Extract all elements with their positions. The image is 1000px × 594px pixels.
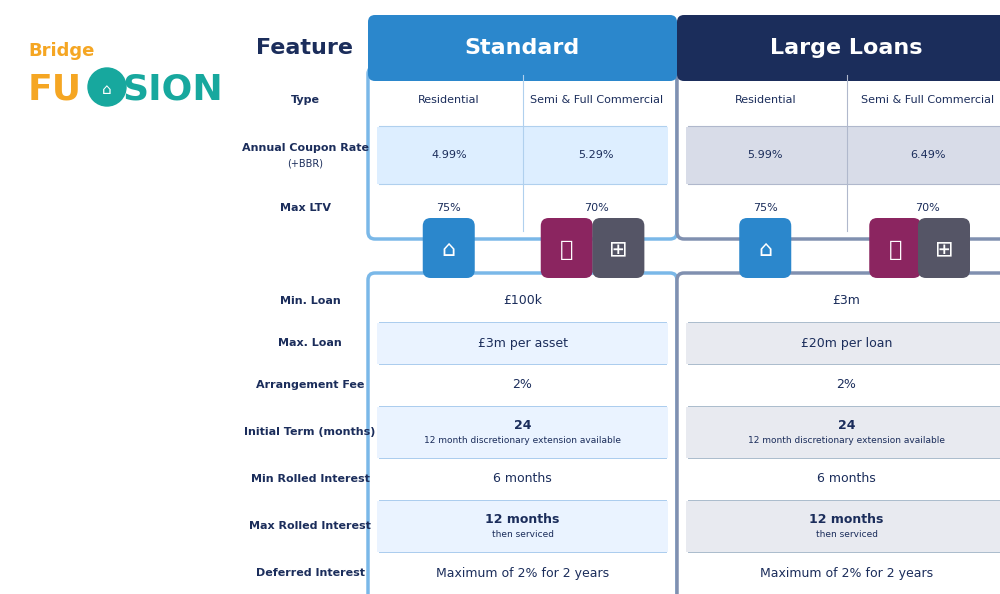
Bar	[377, 459, 668, 500]
Text: 12 months: 12 months	[485, 513, 560, 526]
FancyBboxPatch shape	[368, 15, 677, 81]
Text: Semi & Full Commercial: Semi & Full Commercial	[861, 95, 994, 105]
Text: 2%: 2%	[513, 378, 532, 391]
Text: 70%: 70%	[915, 203, 940, 213]
Text: £100k: £100k	[503, 295, 542, 308]
Bar	[377, 75, 668, 126]
Bar	[686, 281, 1000, 322]
Bar	[377, 127, 668, 184]
Text: 6 months: 6 months	[817, 472, 876, 485]
Text: £3m per asset: £3m per asset	[478, 336, 568, 349]
FancyBboxPatch shape	[368, 273, 677, 594]
Text: 70%: 70%	[584, 203, 609, 213]
Text: 2%: 2%	[837, 378, 856, 391]
Text: 12 months: 12 months	[809, 513, 884, 526]
Text: Feature: Feature	[256, 38, 354, 58]
Text: 5.29%: 5.29%	[578, 150, 614, 160]
Bar	[686, 127, 1000, 184]
Text: 6 months: 6 months	[493, 472, 552, 485]
Text: FU: FU	[28, 72, 82, 106]
Text: Min. Loan: Min. Loan	[280, 296, 340, 306]
Text: 24: 24	[514, 419, 531, 432]
FancyBboxPatch shape	[869, 218, 921, 278]
Text: Maximum of 2% for 2 years: Maximum of 2% for 2 years	[436, 567, 609, 580]
Bar	[686, 459, 1000, 500]
Text: 4.99%: 4.99%	[431, 150, 467, 160]
FancyBboxPatch shape	[677, 15, 1000, 81]
Text: ⌂: ⌂	[102, 81, 112, 96]
FancyBboxPatch shape	[739, 218, 791, 278]
Text: Initial Term (months): Initial Term (months)	[244, 427, 376, 437]
Bar	[377, 185, 668, 232]
FancyBboxPatch shape	[918, 218, 970, 278]
Bar	[686, 407, 1000, 458]
Text: 75%: 75%	[436, 203, 461, 213]
Text: £3m: £3m	[833, 295, 860, 308]
FancyBboxPatch shape	[368, 67, 677, 239]
Circle shape	[88, 68, 126, 106]
Text: then serviced: then serviced	[816, 530, 878, 539]
Text: (+BBR): (+BBR)	[287, 159, 323, 169]
Text: 🏢: 🏢	[560, 240, 573, 260]
Bar	[377, 281, 668, 322]
Text: 6.49%: 6.49%	[910, 150, 946, 160]
Text: ⊞: ⊞	[609, 240, 628, 260]
FancyBboxPatch shape	[541, 218, 593, 278]
Text: 24: 24	[838, 419, 855, 432]
Text: Residential: Residential	[734, 95, 796, 105]
Bar	[377, 323, 668, 364]
Bar	[686, 323, 1000, 364]
FancyBboxPatch shape	[677, 67, 1000, 239]
Text: Maximum of 2% for 2 years: Maximum of 2% for 2 years	[760, 567, 933, 580]
Bar	[686, 75, 1000, 126]
Bar	[377, 553, 668, 594]
Text: ⌂: ⌂	[758, 240, 772, 260]
Bar	[377, 365, 668, 406]
Text: Max Rolled Interest: Max Rolled Interest	[249, 521, 371, 531]
Bar	[377, 501, 668, 552]
Text: Arrangement Fee: Arrangement Fee	[256, 380, 364, 390]
Text: Standard: Standard	[465, 38, 580, 58]
Text: Deferred Interest: Deferred Interest	[256, 568, 364, 578]
Text: Max. Loan: Max. Loan	[278, 338, 342, 348]
Text: Bridge: Bridge	[28, 42, 94, 60]
Text: 🏢: 🏢	[889, 240, 902, 260]
Text: SION: SION	[122, 72, 223, 106]
Text: £20m per loan: £20m per loan	[801, 336, 892, 349]
FancyBboxPatch shape	[423, 218, 475, 278]
Text: ⊞: ⊞	[935, 240, 953, 260]
Text: then serviced: then serviced	[492, 530, 554, 539]
Text: Max LTV: Max LTV	[280, 203, 330, 213]
Bar	[686, 365, 1000, 406]
Text: 5.99%: 5.99%	[748, 150, 783, 160]
Bar	[686, 185, 1000, 232]
Text: Residential: Residential	[418, 95, 480, 105]
Text: Large Loans: Large Loans	[770, 38, 923, 58]
Text: 75%: 75%	[753, 203, 778, 213]
Bar	[686, 501, 1000, 552]
Bar	[686, 553, 1000, 594]
Text: Semi & Full Commercial: Semi & Full Commercial	[530, 95, 663, 105]
Bar	[377, 407, 668, 458]
Text: Type: Type	[290, 95, 320, 105]
Text: 12 month discretionary extension available: 12 month discretionary extension availab…	[424, 437, 621, 446]
Text: 12 month discretionary extension available: 12 month discretionary extension availab…	[748, 437, 945, 446]
Text: Min Rolled Interest: Min Rolled Interest	[251, 474, 369, 484]
FancyBboxPatch shape	[592, 218, 644, 278]
Text: ⌂: ⌂	[442, 240, 456, 260]
FancyBboxPatch shape	[677, 273, 1000, 594]
Text: Annual Coupon Rate: Annual Coupon Rate	[242, 143, 368, 153]
